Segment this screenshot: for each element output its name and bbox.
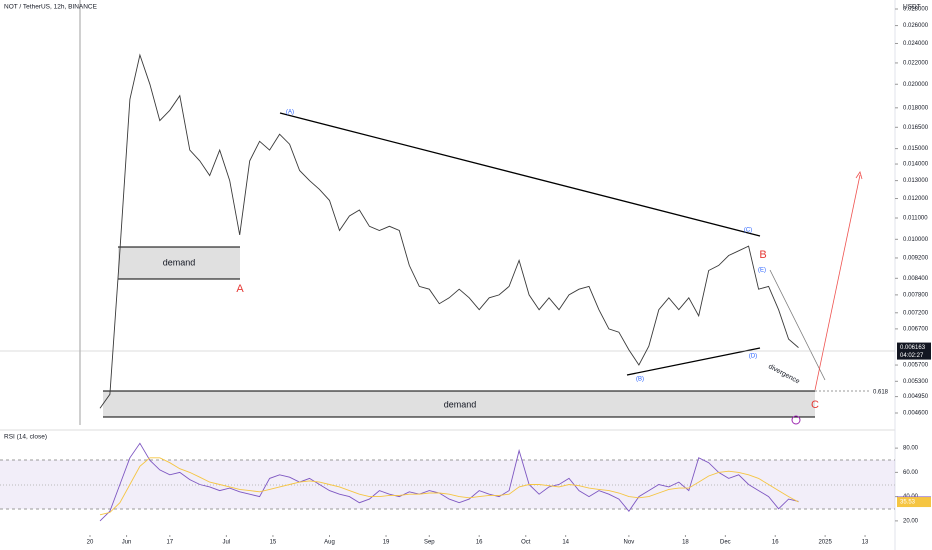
last-value-label: 0.006163	[900, 345, 926, 351]
x-tick-label: Jul	[223, 540, 231, 546]
x-tick-label: 16	[772, 540, 779, 546]
y-tick-label: 0.020000	[903, 82, 929, 88]
line	[99, 53, 799, 409]
countdown: 04:02:27	[900, 353, 924, 359]
rsi-title: RSI (14, close)	[4, 434, 47, 441]
y-tick-label: 0.004950	[903, 394, 929, 400]
y-tick-label: 0.011000	[903, 216, 928, 222]
x-tick-label: 20	[87, 540, 94, 546]
demand-zone	[103, 391, 815, 417]
wave-label: (A)	[286, 110, 294, 116]
x-tick-label: 16	[476, 540, 483, 546]
zone-label: demand	[444, 399, 477, 409]
x-tick-label: Nov	[624, 540, 635, 546]
x-tick-label: 2025	[818, 540, 832, 546]
trendline	[769, 269, 826, 381]
x-tick-label: Oct	[521, 540, 531, 546]
chart-title: NOT / TetherUS, 12h, BINANCE	[4, 4, 98, 11]
y-tick-label: 0.012000	[903, 196, 929, 202]
marker	[791, 415, 801, 425]
wave-label: (B)	[636, 377, 644, 383]
last-value-box	[897, 342, 931, 360]
wave-label: (D)	[749, 354, 757, 360]
wave-label: B	[759, 249, 766, 261]
y-tick-label: 0.009200	[903, 256, 929, 262]
last-value-box	[897, 497, 931, 508]
zone-label: demand	[163, 257, 196, 267]
wave-label: C	[811, 399, 819, 411]
wave-label: A	[236, 283, 244, 295]
x-tick-label: Jun	[122, 540, 132, 546]
axis-label: USDT	[903, 4, 921, 11]
y-tick-label: 0.010000	[903, 237, 929, 243]
y-tick-label: 0.028000	[903, 7, 929, 13]
y-tick-label: 0.022000	[903, 61, 929, 67]
demand-zone	[118, 247, 240, 279]
x-tick-label: Sep	[424, 540, 435, 546]
x-tick-label: Aug	[324, 540, 335, 546]
x-tick-label: 18	[682, 540, 689, 546]
x-tick-label: 19	[383, 540, 390, 546]
y-tick-label: 80.00	[903, 446, 919, 452]
line	[99, 442, 799, 522]
y-tick-label: 0.016500	[903, 125, 929, 131]
y-tick-label: 0.018000	[903, 105, 929, 111]
line	[99, 457, 799, 516]
y-tick-label: 0.005700	[903, 363, 929, 369]
y-tick-label: 0.008400	[903, 276, 929, 282]
y-tick-label: 0.013000	[903, 178, 929, 184]
arrow-head	[855, 171, 863, 180]
y-tick-label: 0.005300	[903, 379, 929, 385]
y-tick-label: 60.00	[903, 470, 919, 476]
projection-arrow	[814, 174, 861, 391]
x-tick-label: 13	[862, 540, 869, 546]
x-tick-label: 15	[270, 540, 277, 546]
y-tick-label: 0.007800	[903, 292, 929, 298]
trendline	[279, 112, 761, 237]
y-tick-label: 20.00	[903, 518, 919, 524]
y-tick-label: 0.015000	[903, 146, 929, 152]
x-tick-label: 14	[562, 540, 569, 546]
wave-label: (C)	[744, 228, 752, 234]
trendline	[626, 347, 761, 376]
wave-label: (E)	[758, 268, 766, 274]
y-tick-label: 0.004600	[903, 411, 929, 417]
y-tick-label: 0.014000	[903, 162, 929, 168]
x-tick-label: Dec	[720, 540, 731, 546]
last-value-label: 35.53	[900, 500, 916, 506]
y-tick-label: 0.026000	[903, 23, 929, 29]
y-tick-label: 0.024000	[903, 41, 929, 47]
y-tick-label: 0.007200	[903, 310, 929, 316]
x-tick-label: 17	[166, 540, 173, 546]
y-tick-label: 0.006700	[903, 326, 929, 332]
fib-label: 0.618	[873, 390, 889, 396]
